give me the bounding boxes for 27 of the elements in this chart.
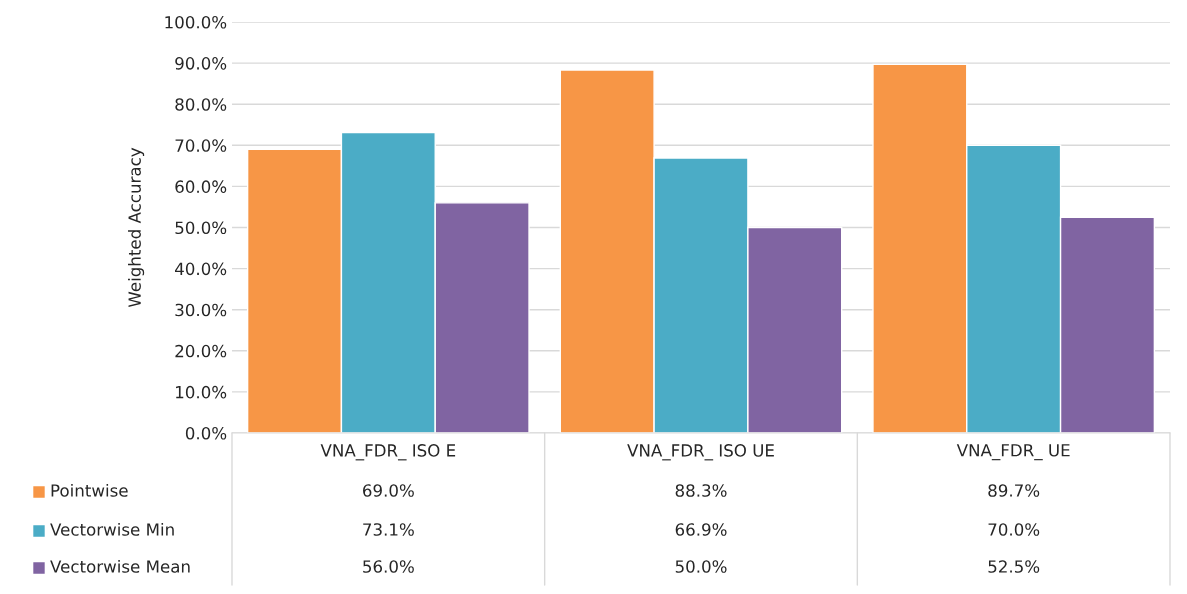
y-tick-label: 60.0% [175,180,227,193]
y-tick-label: 10.0% [176,385,227,399]
x-tick-label: VNA_FDR_ UE [956,444,1070,461]
y-tick-label: 0.0% [185,426,227,440]
data-label: 89.7% [988,484,1040,497]
data-label: 52.5% [988,560,1040,573]
legend-label: Pointwise [51,483,128,497]
y-tick-label: 100.0% [165,15,227,29]
x-tick-label: VNA_FDR_ ISO E [320,444,456,461]
legend-label: Vectorwise Min [50,522,174,536]
y-tick-label: 70.0% [175,139,227,152]
y-tick-label: 30.0% [175,303,227,317]
data-label: 73.1% [363,523,414,536]
y-tick-label: 50.0% [175,221,227,235]
data-label: 88.3% [675,484,727,497]
legend-label: Vectorwise Mean [50,559,190,573]
y-axis-title: Weighted Accuracy [128,147,145,308]
data-label: 70.0% [988,523,1040,536]
data-label: 50.0% [675,560,727,573]
data-label: 66.9% [675,523,727,536]
y-tick-label: 20.0% [175,344,227,358]
y-tick-label: 90.0% [175,57,227,70]
data-label: 56.0% [363,560,414,573]
data-label: 69.0% [363,484,414,497]
y-tick-label: 40.0% [175,262,227,276]
y-tick-label: 80.0% [175,98,227,111]
x-tick-label: VNA_FDR_ ISO UE [627,444,774,461]
